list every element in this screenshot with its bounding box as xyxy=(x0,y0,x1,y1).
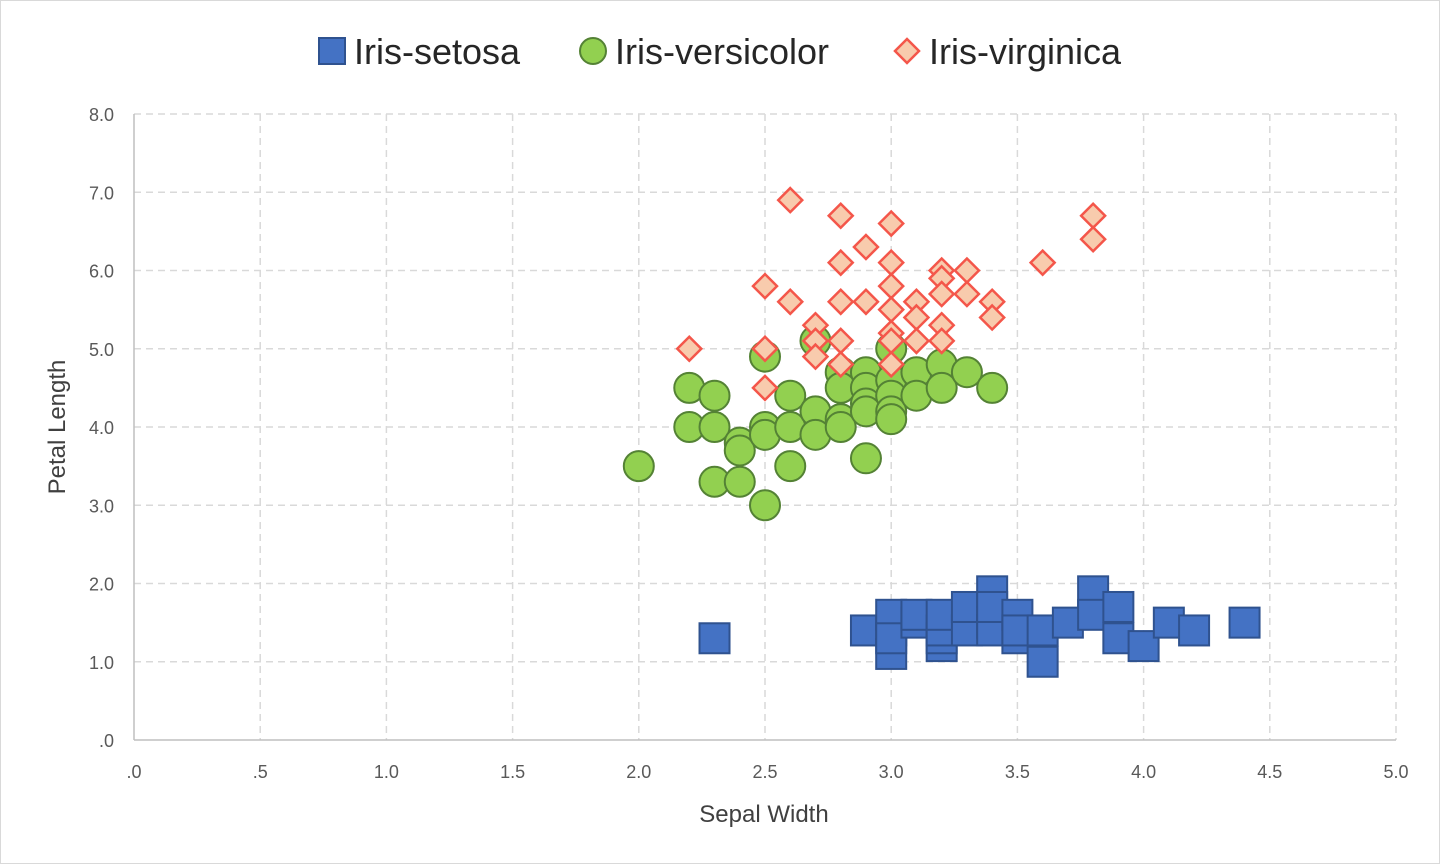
legend-item-iris-versicolor: Iris-versicolor xyxy=(579,31,829,72)
square-point xyxy=(1178,614,1211,647)
circle-point xyxy=(875,403,908,436)
diamond-point xyxy=(852,288,880,316)
diamond-point xyxy=(826,288,855,316)
legend-label: Iris-virginica xyxy=(929,31,1122,72)
y-tick-label: 5.0 xyxy=(89,340,114,360)
data-points xyxy=(622,186,1261,678)
legend-item-iris-setosa: Iris-setosa xyxy=(318,31,521,72)
tick-labels: .0 .5 1.0 1.5 2.0 2.5 3.0 3.5 4.0 4.5 5.0 .0 1.0 2.0 3… xyxy=(89,105,1409,782)
circle-point xyxy=(774,379,807,412)
circle-point xyxy=(976,371,1009,404)
diamond-point xyxy=(1079,225,1107,253)
diamond-point xyxy=(826,350,855,379)
x-tick-label: .0 xyxy=(126,762,141,782)
circle-point xyxy=(698,379,731,412)
x-tick-label: 2.0 xyxy=(626,762,651,782)
x-tick-label: 5.0 xyxy=(1383,762,1408,782)
circle-point xyxy=(849,442,882,475)
circle-point xyxy=(925,371,958,404)
circle-point xyxy=(950,356,983,389)
axes xyxy=(133,114,1396,741)
diamond-point xyxy=(776,186,805,214)
x-tick-label: 4.5 xyxy=(1257,762,1282,782)
y-tick-label: .0 xyxy=(99,731,114,751)
circle-point xyxy=(723,434,756,467)
x-tick-label: 3.0 xyxy=(879,762,904,782)
circle-point xyxy=(698,411,731,443)
diamond-point xyxy=(801,342,830,371)
circle-point xyxy=(622,450,655,483)
series-iris-virginica xyxy=(675,186,1107,402)
legend: Iris-setosa Iris-versicolor Iris-virginica xyxy=(318,31,1122,72)
x-tick-label: 1.0 xyxy=(374,762,399,782)
legend-item-iris-virginica: Iris-virginica xyxy=(893,31,1122,72)
circle-point xyxy=(723,465,756,498)
x-tick-label: 2.5 xyxy=(752,762,777,782)
diamond-point xyxy=(826,201,855,230)
square-point xyxy=(1102,590,1135,623)
square-point xyxy=(1228,606,1261,639)
diamond-point xyxy=(877,295,905,324)
diamond-point xyxy=(927,327,956,355)
y-axis-title: Petal Length xyxy=(44,360,71,495)
y-tick-label: 3.0 xyxy=(89,496,114,516)
x-tick-label: 3.5 xyxy=(1005,762,1030,782)
diamond-point xyxy=(776,288,805,316)
y-tick-label: 1.0 xyxy=(89,653,114,673)
diamond-point xyxy=(751,374,779,402)
diamond-point xyxy=(953,280,981,308)
y-tick-label: 2.0 xyxy=(89,575,114,595)
diamond-point xyxy=(751,334,779,363)
square-point xyxy=(698,622,731,655)
diamond-point xyxy=(978,303,1006,332)
diamond-point xyxy=(675,334,704,363)
y-tick-label: 7.0 xyxy=(89,183,114,203)
x-axis-title: Sepal Width xyxy=(699,801,828,828)
x-tick-label: .5 xyxy=(253,762,268,782)
y-tick-label: 6.0 xyxy=(89,262,114,282)
circle-point xyxy=(774,450,807,483)
x-tick-label: 4.0 xyxy=(1131,762,1156,782)
legend-diamond-icon xyxy=(893,37,921,65)
square-point xyxy=(1026,645,1059,678)
diamond-point xyxy=(902,327,931,355)
x-tick-label: 1.5 xyxy=(500,762,525,782)
diamond-point xyxy=(953,256,981,285)
diamond-point xyxy=(877,209,905,238)
legend-label: Iris-versicolor xyxy=(615,31,829,72)
legend-square-icon xyxy=(318,37,346,65)
diamond-point xyxy=(1028,248,1057,277)
y-tick-label: 8.0 xyxy=(89,105,114,125)
series-iris-setosa xyxy=(698,575,1261,678)
diamond-point xyxy=(902,303,931,332)
y-tick-label: 4.0 xyxy=(89,418,114,438)
diamond-point xyxy=(751,272,779,300)
legend-circle-icon xyxy=(579,37,607,65)
diamond-point xyxy=(1079,201,1107,230)
diamond-point xyxy=(826,248,855,277)
circle-point xyxy=(749,489,781,522)
diamond-point xyxy=(877,350,905,379)
diamond-point xyxy=(877,272,905,300)
diamond-point xyxy=(927,280,956,308)
circle-point xyxy=(824,411,857,443)
diamond-point xyxy=(852,233,880,261)
legend-label: Iris-setosa xyxy=(354,31,521,72)
